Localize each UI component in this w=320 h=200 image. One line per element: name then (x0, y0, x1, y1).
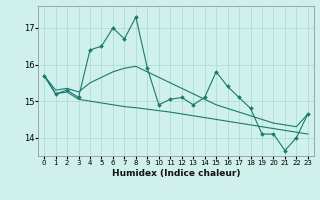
X-axis label: Humidex (Indice chaleur): Humidex (Indice chaleur) (112, 169, 240, 178)
